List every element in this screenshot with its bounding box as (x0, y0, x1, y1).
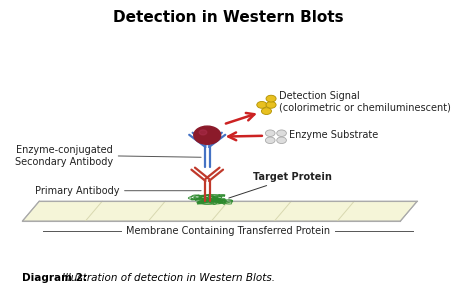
Text: Primary Antibody: Primary Antibody (35, 186, 201, 196)
Text: Illustration of detection in Western Blots.: Illustration of detection in Western Blo… (63, 273, 275, 284)
Circle shape (266, 95, 276, 102)
Circle shape (277, 137, 286, 144)
Text: Membrane Containing Transferred Protein: Membrane Containing Transferred Protein (126, 226, 330, 236)
Circle shape (277, 130, 286, 136)
Circle shape (257, 101, 267, 108)
Text: Diagram 2:: Diagram 2: (22, 273, 91, 284)
Circle shape (265, 137, 275, 144)
Circle shape (265, 130, 275, 136)
Text: Target Protein: Target Protein (229, 172, 332, 198)
Circle shape (266, 101, 276, 108)
Circle shape (199, 130, 207, 135)
Text: Enzyme Substrate: Enzyme Substrate (289, 130, 378, 140)
Polygon shape (22, 201, 417, 221)
Circle shape (261, 108, 272, 114)
Text: Detection in Western Blots: Detection in Western Blots (113, 10, 344, 25)
Text: Detection Signal
(colorimetric or chemiluminescent): Detection Signal (colorimetric or chemil… (280, 91, 451, 113)
Text: Enzyme-conjugated
Secondary Antibody: Enzyme-conjugated Secondary Antibody (15, 145, 201, 167)
Circle shape (194, 126, 221, 144)
